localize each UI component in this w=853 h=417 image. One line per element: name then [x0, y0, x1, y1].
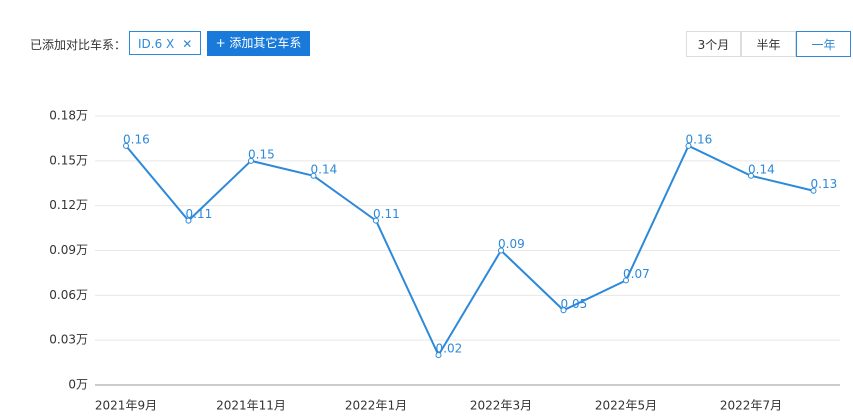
y-tick-label: 0.12万: [49, 198, 88, 212]
value-label: 0.13: [811, 177, 838, 191]
point: [310, 172, 317, 179]
value-label: 0.16: [123, 132, 150, 146]
x-tick-label: 2021年9月: [95, 399, 157, 413]
compare-chip[interactable]: ID.6 X ✕: [129, 31, 202, 55]
value-label: 0.07: [623, 267, 650, 281]
value-label: 0.09: [498, 237, 525, 251]
point: [748, 172, 754, 179]
x-tick-label: 2022年5月: [595, 399, 657, 413]
toolbar: 已添加对比车系： ID.6 X ✕ + 添加其它车系 3个月 半年 一年: [0, 0, 853, 60]
point: [435, 352, 442, 359]
y-tick-label: 0万: [68, 378, 88, 392]
x-tick-label: 2022年1月: [345, 399, 407, 413]
value-label: 0.11: [373, 207, 400, 221]
y-tick-label: 0.18万: [49, 109, 88, 123]
value-label: 0.02: [436, 342, 463, 356]
x-tick-label: 2021年11月: [216, 399, 286, 413]
point: [685, 142, 692, 149]
y-tick-label: 0.15万: [49, 153, 88, 167]
x-tick-label: 2022年3月: [470, 399, 532, 413]
line: [125, 144, 814, 358]
range-tabs: 3个月 半年 一年: [686, 31, 851, 57]
value-label: 0.14: [748, 162, 775, 176]
value-label: 0.14: [311, 162, 338, 176]
range-tab[interactable]: 一年: [796, 31, 851, 57]
point: [560, 307, 567, 314]
value-label: 0.11: [186, 207, 213, 221]
point: [623, 277, 629, 284]
point: [498, 247, 504, 254]
point: [810, 187, 817, 194]
range-tab[interactable]: 半年: [741, 31, 796, 57]
point: [248, 157, 254, 164]
point: [123, 142, 129, 149]
value-label: 0.16: [686, 132, 713, 146]
y-tick-label: 0.03万: [49, 333, 88, 347]
add-button[interactable]: + 添加其它车系: [207, 31, 310, 56]
chip-text: ID.6 X: [138, 37, 175, 51]
point: [185, 217, 192, 224]
x-tick-label: 2022年7月: [720, 399, 782, 413]
compare-label: 已添加对比车系：: [30, 38, 127, 52]
chip-remove[interactable]: ✕: [182, 37, 193, 51]
point: [373, 217, 379, 224]
value-label: 0.05: [561, 297, 588, 311]
y-tick-label: 0.09万: [49, 243, 88, 257]
y-tick-label: 0.06万: [49, 288, 88, 302]
value-label: 0.15: [248, 147, 275, 161]
range-tab[interactable]: 3个月: [686, 31, 741, 57]
